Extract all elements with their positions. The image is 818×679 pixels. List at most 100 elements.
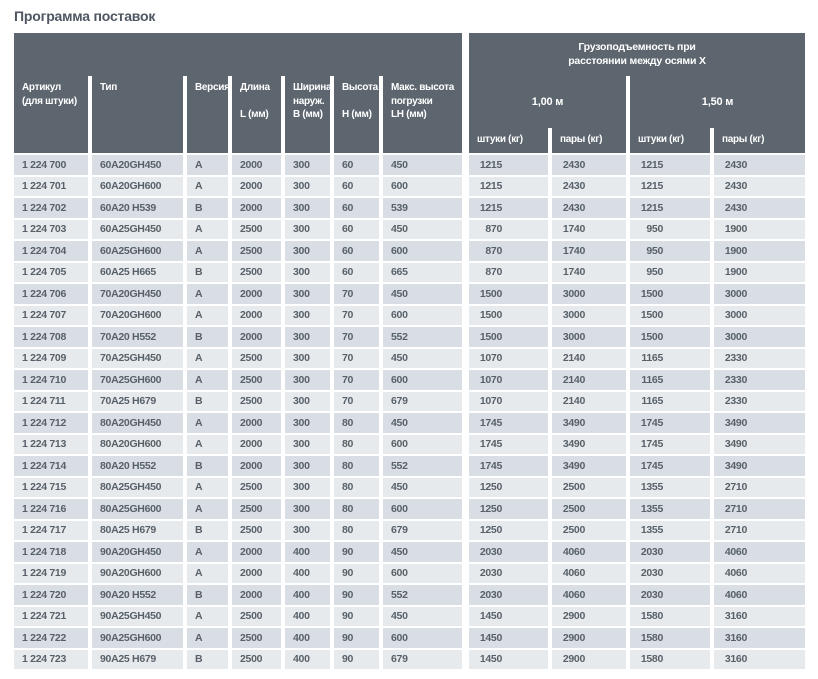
sub-header-pairs-150: пары (кг) [714, 128, 805, 153]
table-row: 1 224 703 60A25GH450 A 2500 300 60 450 870 1740 9… [14, 219, 805, 239]
cell-value: 2430 [724, 158, 747, 171]
cell-max-load-height: 600 [383, 370, 462, 390]
cell-value: 2430 [562, 201, 585, 214]
cell-pairs-150: 3160 [714, 606, 805, 626]
cell-value: 1500 [479, 330, 502, 343]
cell-value: 2500 [562, 524, 585, 536]
cell-max-load-height: 450 [383, 155, 462, 175]
cell-value: 2030 [479, 545, 502, 558]
cell-version: A [187, 606, 228, 626]
table-row: 1 224 719 90A20GH600 A 2000 400 90 600 2030 4060… [14, 563, 805, 583]
cell-value: 3000 [562, 309, 585, 321]
cell-pairs-100: 3490 [552, 456, 626, 476]
cell-outer-width: 400 [285, 542, 330, 562]
cell-max-load-height: 600 [383, 241, 462, 261]
cell-pairs-100: 2500 [552, 499, 626, 519]
cell-value: 870 [485, 223, 502, 235]
cell-units-150: 1500 [630, 327, 710, 347]
cell-value: 4060 [562, 588, 585, 601]
cell-max-load-height: 600 [383, 176, 462, 196]
sub-header-units-150: штуки (кг) [630, 128, 710, 153]
cell-type: 90A25GH450 [92, 606, 183, 626]
cell-outer-width: 400 [285, 649, 330, 669]
cell-value: 1580 [640, 610, 663, 622]
cell-value: 1070 [479, 373, 502, 386]
cell-type: 60A20GH450 [92, 155, 183, 175]
cell-value: 3000 [724, 309, 747, 321]
delivery-program-table: Артикул (для штуки) Тип Версия Длина L (мм) Ш… [14, 33, 805, 669]
cell-value: 2430 [562, 180, 585, 192]
cell-value: 4060 [724, 545, 747, 558]
table-row: 1 224 700 60A20GH450 A 2000 300 60 450 1215 2430… [14, 155, 805, 175]
cell-type: 80A25GH450 [92, 477, 183, 497]
cell-value: 2900 [562, 631, 585, 644]
cell-outer-width: 300 [285, 370, 330, 390]
cell-units-100: 1070 [469, 348, 548, 368]
column-header-article: Артикул (для штуки) [14, 76, 88, 153]
cell-value: 1215 [640, 180, 663, 192]
cell-pairs-150: 4060 [714, 563, 805, 583]
table-row: 1 224 714 80A20 H552 B 2000 300 80 552 1745 3490… [14, 456, 805, 476]
cell-type: 60A25 H665 [92, 262, 183, 282]
group-header-line1: Грузоподъемность при [578, 41, 696, 53]
cell-type: 80A20GH450 [92, 413, 183, 433]
table-row: 1 224 715 80A25GH450 A 2500 300 80 450 1250 2500… [14, 477, 805, 497]
table-row: 1 224 709 70A25GH450 A 2500 300 70 450 1070 2140… [14, 348, 805, 368]
cell-units-150: 1165 [630, 391, 710, 411]
header-left-section: Артикул (для штуки) Тип Версия Длина L (мм) Ш… [14, 33, 462, 153]
cell-value: 2030 [640, 567, 663, 579]
cell-type: 60A20GH600 [92, 176, 183, 196]
cell-type: 80A20 H552 [92, 456, 183, 476]
cell-units-150: 1500 [630, 305, 710, 325]
cell-article: 1 224 712 [14, 413, 88, 433]
cell-height: 70 [334, 370, 379, 390]
cell-article: 1 224 718 [14, 542, 88, 562]
cell-length: 2000 [232, 585, 281, 605]
cell-value: 1355 [640, 481, 663, 493]
cell-pairs-100: 4060 [552, 585, 626, 605]
cell-version: A [187, 348, 228, 368]
cell-height: 80 [334, 434, 379, 454]
cell-value: 1740 [562, 223, 585, 235]
cell-article: 1 224 708 [14, 327, 88, 347]
cell-pairs-150: 2330 [714, 370, 805, 390]
cell-value: 1215 [479, 158, 502, 171]
cell-length: 2500 [232, 262, 281, 282]
cell-length: 2000 [232, 542, 281, 562]
cell-height: 60 [334, 241, 379, 261]
cell-value: 4060 [724, 567, 747, 579]
cell-value: 1740 [562, 244, 585, 257]
cell-height: 70 [334, 305, 379, 325]
cell-max-load-height: 679 [383, 391, 462, 411]
cell-value: 1580 [640, 631, 663, 644]
cell-value: 950 [646, 223, 663, 235]
cell-pairs-150: 1900 [714, 219, 805, 239]
cell-outer-width: 300 [285, 499, 330, 519]
group-header-line2: расстоянии между осями X [568, 55, 706, 67]
cell-pairs-100: 3000 [552, 327, 626, 347]
cell-value: 1745 [479, 416, 502, 429]
cell-units-100: 1215 [469, 155, 548, 175]
cell-value: 3000 [724, 287, 747, 300]
cell-value: 950 [646, 266, 663, 278]
cell-pairs-100: 2430 [552, 198, 626, 218]
cell-pairs-100: 4060 [552, 542, 626, 562]
cell-outer-width: 300 [285, 176, 330, 196]
cell-height: 60 [334, 262, 379, 282]
cell-units-100: 1450 [469, 649, 548, 669]
cell-units-100: 870 [469, 219, 548, 239]
cell-length: 2500 [232, 348, 281, 368]
cell-units-150: 1355 [630, 520, 710, 540]
cell-pairs-150: 3490 [714, 456, 805, 476]
cell-units-150: 2030 [630, 563, 710, 583]
cell-value: 1500 [640, 330, 663, 343]
cell-article: 1 224 715 [14, 477, 88, 497]
cell-type: 60A20 H539 [92, 198, 183, 218]
cell-value: 2030 [640, 545, 663, 558]
cell-max-load-height: 552 [383, 327, 462, 347]
column-header-line: LH (мм) [391, 109, 427, 120]
cell-version: A [187, 176, 228, 196]
cell-units-100: 1450 [469, 628, 548, 648]
cell-units-100: 1450 [469, 606, 548, 626]
cell-pairs-100: 1740 [552, 262, 626, 282]
